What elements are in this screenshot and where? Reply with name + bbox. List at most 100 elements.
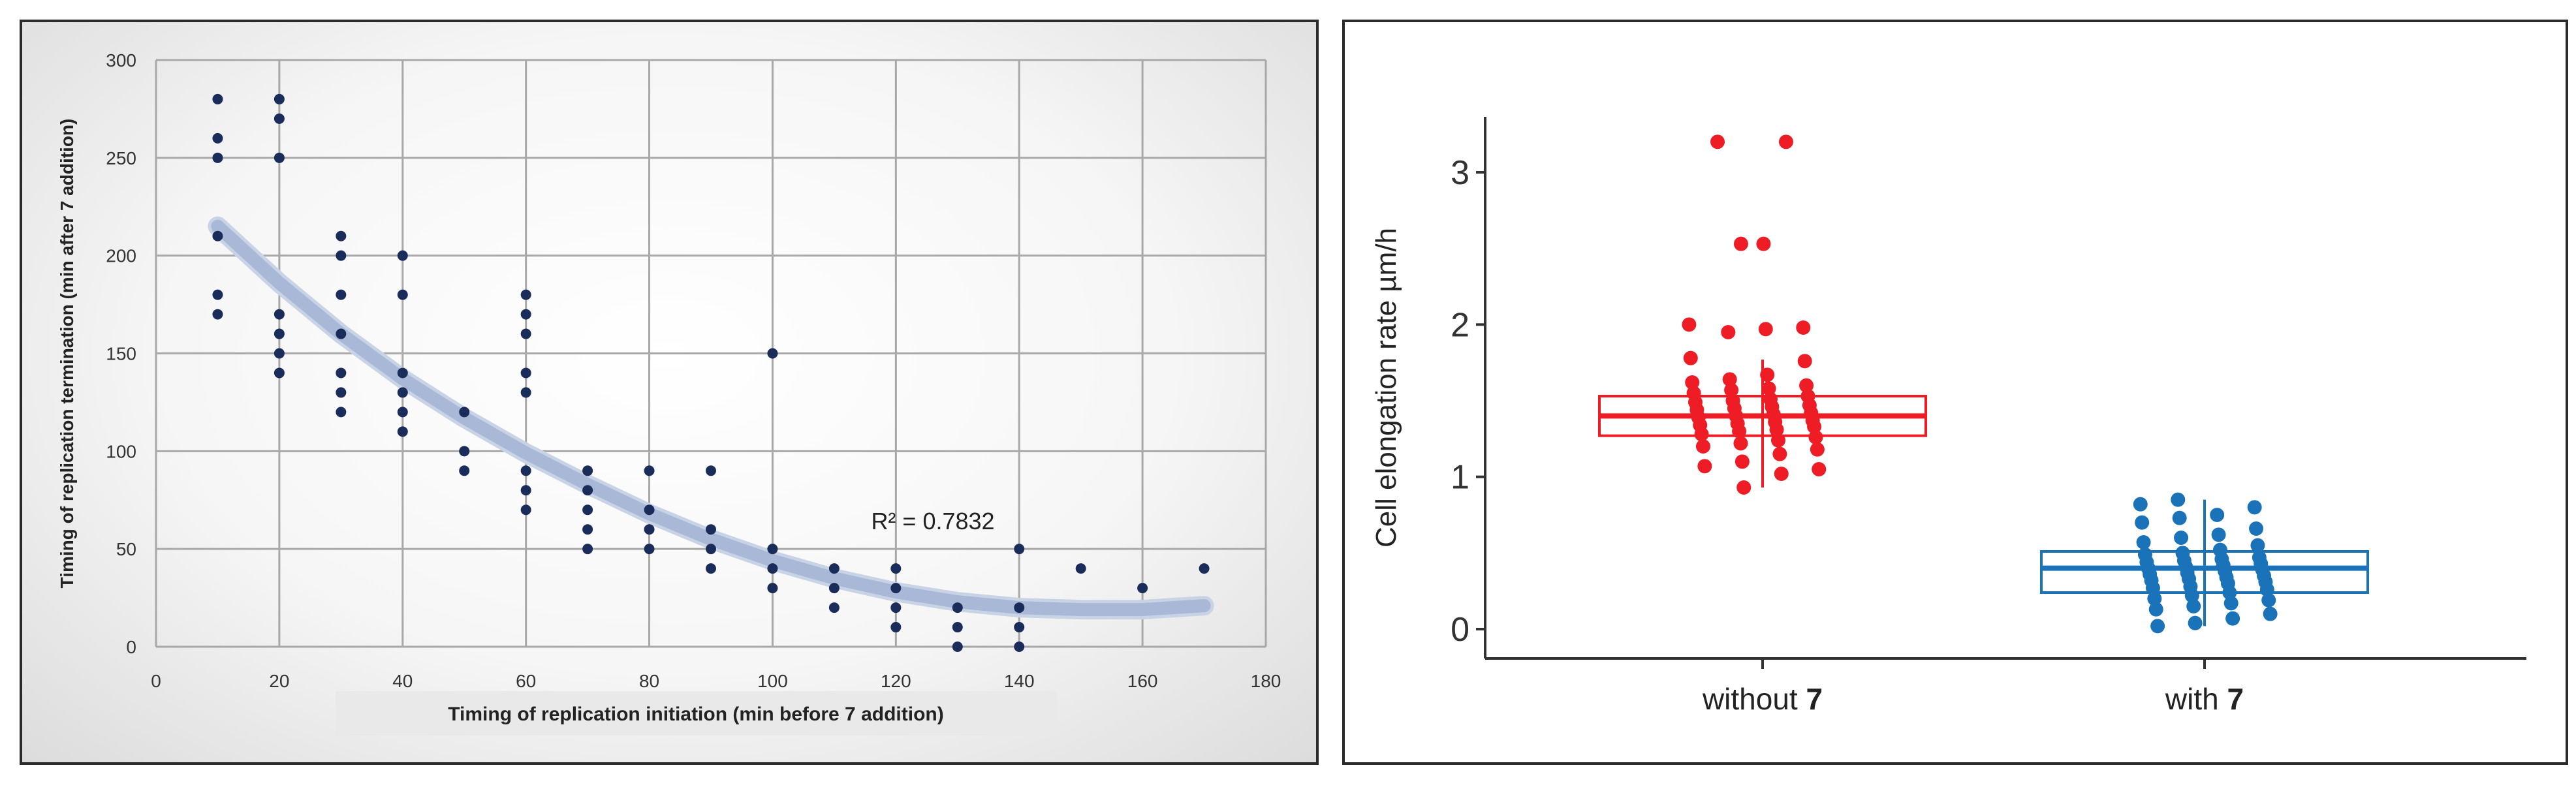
- y-tick-label: 250: [106, 148, 136, 168]
- box-group: [1598, 134, 1927, 495]
- y-tick-label: 3: [1451, 154, 1469, 192]
- y-axis-title: Cell elongation rate µm/h: [1370, 228, 1402, 548]
- data-point: [459, 465, 470, 476]
- data-point: [890, 563, 902, 574]
- data-point: [212, 93, 223, 104]
- data-point: [336, 407, 347, 418]
- data-point: [706, 544, 716, 555]
- x-tick-label: 180: [1251, 671, 1281, 691]
- boxplot-chart-panel: 0 1 2 3 without 7 with 7 Cell elongation rate …: [1342, 20, 2568, 765]
- data-point: [2150, 619, 2165, 634]
- x-category-prefix: with: [2165, 682, 2227, 716]
- data-point: [212, 289, 223, 300]
- data-point: [1733, 236, 1748, 251]
- data-point: [582, 544, 593, 555]
- data-point: [582, 485, 593, 496]
- data-point: [520, 367, 531, 379]
- data-point: [1137, 583, 1148, 594]
- data-point: [1796, 320, 1811, 335]
- data-point: [1736, 480, 1751, 495]
- data-point: [1694, 427, 1709, 442]
- data-point: [952, 642, 963, 652]
- data-point: [1807, 419, 1822, 434]
- data-point: [1799, 378, 1814, 393]
- data-point: [706, 465, 716, 476]
- data-point: [890, 602, 902, 613]
- data-point: [2223, 596, 2238, 611]
- data-point: [2249, 521, 2264, 536]
- data-point: [1014, 602, 1025, 613]
- box-rect: [2040, 550, 2369, 594]
- data-point: [890, 622, 902, 633]
- data-point: [767, 563, 778, 574]
- data-point: [1724, 382, 1739, 397]
- x-tick-label: 80: [639, 671, 659, 691]
- data-point: [706, 524, 716, 535]
- data-point: [1772, 446, 1787, 461]
- data-point: [520, 387, 531, 398]
- data-point: [767, 348, 778, 359]
- data-point: [274, 309, 285, 320]
- data-point: [1756, 236, 1771, 251]
- data-point: [2261, 593, 2276, 608]
- y-tick-label: 50: [116, 539, 136, 559]
- data-point: [1808, 430, 1823, 444]
- data-point: [1778, 134, 1793, 149]
- data-point: [582, 504, 593, 516]
- y-axis-title: Timing of replication termination (min a…: [57, 119, 77, 589]
- data-point: [828, 563, 840, 574]
- x-category-label: without 7: [1702, 682, 1823, 716]
- data-point: [1735, 454, 1750, 469]
- data-point: [2186, 599, 2201, 613]
- data-point: [582, 524, 593, 535]
- data-point: [2174, 531, 2189, 545]
- data-point: [2247, 500, 2262, 515]
- data-point: [2259, 582, 2274, 597]
- data-point: [336, 328, 347, 339]
- x-axis-title: Timing of replication initiation (min be…: [448, 704, 943, 725]
- data-point: [2250, 538, 2265, 553]
- data-point: [1760, 367, 1775, 382]
- data-point: [212, 309, 223, 320]
- x-axis-title-banner: [336, 691, 1057, 735]
- data-point: [397, 250, 408, 261]
- data-point: [1769, 422, 1784, 437]
- data-point: [1774, 467, 1789, 481]
- data-point: [274, 113, 285, 124]
- data-point: [1683, 350, 1698, 365]
- data-point: [520, 485, 531, 496]
- data-point: [2133, 497, 2148, 512]
- data-point: [1199, 563, 1210, 574]
- data-point: [1014, 622, 1025, 633]
- data-point: [1014, 642, 1025, 652]
- y-tick-label: 1: [1451, 459, 1469, 497]
- data-point: [1797, 354, 1812, 369]
- data-point: [582, 465, 593, 476]
- data-point: [274, 152, 285, 163]
- data-point: [1770, 433, 1785, 448]
- data-point: [459, 407, 470, 418]
- data-point: [2225, 611, 2240, 626]
- data-point: [520, 504, 531, 516]
- data-point: [336, 250, 347, 261]
- x-tick-label: 160: [1127, 671, 1158, 691]
- data-point: [397, 289, 408, 300]
- data-point: [212, 230, 223, 241]
- data-point: [644, 504, 655, 516]
- scatter-chart: 0 20 40 60 80 100 120 140 160 180 0 50 100 150 200 250 3…: [57, 50, 1281, 735]
- data-point: [1733, 436, 1748, 451]
- data-point: [2210, 508, 2225, 522]
- data-point: [2147, 591, 2162, 606]
- data-point: [336, 289, 347, 300]
- data-point: [1695, 439, 1710, 454]
- x-category-label: with 7: [2165, 682, 2244, 716]
- data-point: [1758, 322, 1773, 337]
- data-point: [2211, 527, 2226, 542]
- r-squared-annotation: R² = 0.7832: [871, 508, 994, 534]
- data-point: [397, 367, 408, 379]
- data-point: [1810, 442, 1825, 457]
- data-point: [336, 367, 347, 379]
- data-point: [2188, 615, 2203, 630]
- data-point: [459, 446, 470, 457]
- data-point: [336, 387, 347, 398]
